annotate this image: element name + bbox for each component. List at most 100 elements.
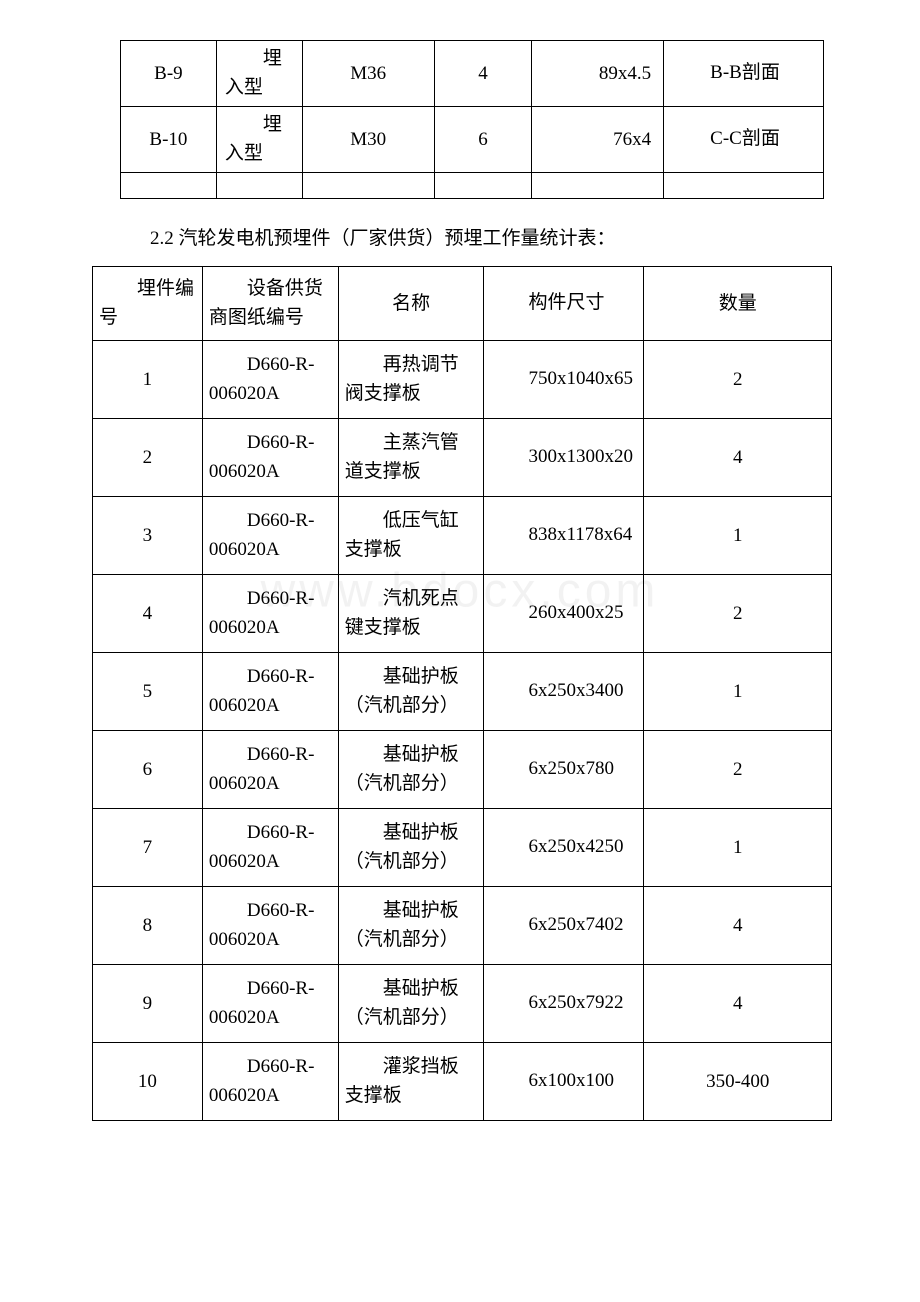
cell-size: 838x1178x64 (484, 497, 644, 575)
header-size: 构件尺寸 (484, 267, 644, 341)
table-row: 4 D660-R-006020A 汽机死点键支撑板 260x400x25 2 (93, 575, 832, 653)
cell-drawing: D660-R-006020A (202, 887, 338, 965)
cell-spec: M36 (302, 41, 434, 107)
cell-text: D660-R-006020A (209, 819, 332, 876)
cell-text: 6x250x7922 (490, 989, 637, 1018)
cell-text: 6x250x3400 (490, 677, 637, 706)
cell-spec: M30 (302, 107, 434, 173)
cell-id: 3 (93, 497, 203, 575)
cell-text: 260x400x25 (490, 599, 637, 628)
cell-text: 基础护板（汽机部分） (345, 819, 478, 876)
cell-qty: 1 (644, 809, 832, 887)
cell-drawing: D660-R-006020A (202, 341, 338, 419)
cell-qty: 1 (644, 653, 832, 731)
cell-text: 基础护板（汽机部分） (345, 663, 478, 720)
cell-id: B-10 (121, 107, 217, 173)
cell-drawing: D660-R-006020A (202, 497, 338, 575)
table-row: B-9 埋入型 M36 4 89x4.5 B-B剖面 (121, 41, 824, 107)
cell-text: 汽机死点键支撑板 (345, 585, 478, 642)
cell-name: 基础护板（汽机部分） (338, 809, 484, 887)
table-row: 3 D660-R-006020A 低压气缸支撑板 838x1178x64 1 (93, 497, 832, 575)
cell-drawing: D660-R-006020A (202, 1043, 338, 1121)
cell-empty (216, 173, 302, 199)
cell-text: 再热调节阀支撑板 (345, 351, 478, 408)
cell-dim: 76x4 (532, 107, 664, 173)
table-embeds: 埋件编号 设备供货商图纸编号 名称 构件尺寸 数量 1 D660-R-00602… (92, 266, 832, 1121)
cell-section: C-C剖面 (664, 107, 824, 173)
cell-text: D660-R-006020A (209, 975, 332, 1032)
cell-section: B-B剖面 (664, 41, 824, 107)
cell-text: 埋件编号 (99, 275, 196, 332)
cell-text: 750x1040x65 (490, 365, 637, 394)
header-id: 埋件编号 (93, 267, 203, 341)
cell-size: 6x250x780 (484, 731, 644, 809)
cell-size: 6x250x4250 (484, 809, 644, 887)
table-row: 6 D660-R-006020A 基础护板（汽机部分） 6x250x780 2 (93, 731, 832, 809)
section-caption: 2.2 汽轮发电机预埋件（厂家供货）预埋工作量统计表： (150, 223, 920, 250)
cell-id: 4 (93, 575, 203, 653)
cell-text: D660-R-006020A (209, 507, 332, 564)
cell-size: 750x1040x65 (484, 341, 644, 419)
cell-name: 主蒸汽管道支撑板 (338, 419, 484, 497)
table-row: 2 D660-R-006020A 主蒸汽管道支撑板 300x1300x20 4 (93, 419, 832, 497)
cell-name: 低压气缸支撑板 (338, 497, 484, 575)
cell-text: D660-R-006020A (209, 429, 332, 486)
cell-qty: 2 (644, 575, 832, 653)
cell-text: 主蒸汽管道支撑板 (345, 429, 478, 486)
table-row: 5 D660-R-006020A 基础护板（汽机部分） 6x250x3400 1 (93, 653, 832, 731)
cell-text: 基础护板（汽机部分） (345, 741, 478, 798)
cell-text: D660-R-006020A (209, 1053, 332, 1110)
cell-id: 8 (93, 887, 203, 965)
cell-size: 6x100x100 (484, 1043, 644, 1121)
cell-drawing: D660-R-006020A (202, 575, 338, 653)
cell-type: 埋入型 (216, 107, 302, 173)
table-row: 10 D660-R-006020A 灌浆挡板支撑板 6x100x100 350-… (93, 1043, 832, 1121)
cell-name: 基础护板（汽机部分） (338, 887, 484, 965)
cell-text: 6x250x780 (490, 755, 637, 784)
cell-text: 埋入型 (217, 41, 302, 106)
cell-size: 6x250x7922 (484, 965, 644, 1043)
cell-text: B-B剖面 (664, 55, 823, 92)
table-header-row: 埋件编号 设备供货商图纸编号 名称 构件尺寸 数量 (93, 267, 832, 341)
cell-text: 设备供货商图纸编号 (209, 275, 332, 332)
cell-text: D660-R-006020A (209, 741, 332, 798)
header-qty: 数量 (644, 267, 832, 341)
table-row-empty (121, 173, 824, 199)
cell-size: 6x250x3400 (484, 653, 644, 731)
cell-size: 260x400x25 (484, 575, 644, 653)
cell-qty: 2 (644, 731, 832, 809)
cell-text: 构件尺寸 (490, 289, 637, 318)
cell-empty (121, 173, 217, 199)
cell-id: 6 (93, 731, 203, 809)
cell-qty: 4 (644, 419, 832, 497)
cell-qty: 4 (434, 41, 532, 107)
cell-text: D660-R-006020A (209, 351, 332, 408)
cell-drawing: D660-R-006020A (202, 731, 338, 809)
table-bolts: B-9 埋入型 M36 4 89x4.5 B-B剖面 B-10 埋入型 M30 … (120, 40, 824, 199)
cell-id: 7 (93, 809, 203, 887)
cell-empty (434, 173, 532, 199)
cell-name: 汽机死点键支撑板 (338, 575, 484, 653)
table-row: 9 D660-R-006020A 基础护板（汽机部分） 6x250x7922 4 (93, 965, 832, 1043)
cell-text: 灌浆挡板支撑板 (345, 1053, 478, 1110)
cell-text: 基础护板（汽机部分） (345, 897, 478, 954)
cell-id: B-9 (121, 41, 217, 107)
cell-id: 10 (93, 1043, 203, 1121)
cell-name: 基础护板（汽机部分） (338, 731, 484, 809)
cell-text: 埋入型 (217, 107, 302, 172)
cell-name: 基础护板（汽机部分） (338, 653, 484, 731)
cell-text: 基础护板（汽机部分） (345, 975, 478, 1032)
cell-name: 再热调节阀支撑板 (338, 341, 484, 419)
cell-text: 300x1300x20 (490, 443, 637, 472)
table-row: 8 D660-R-006020A 基础护板（汽机部分） 6x250x7402 4 (93, 887, 832, 965)
cell-empty (664, 173, 824, 199)
cell-qty: 350-400 (644, 1043, 832, 1121)
cell-qty: 4 (644, 887, 832, 965)
document-page: www.bdocx.com B-9 埋入型 M36 4 89x4.5 B-B剖面… (0, 0, 920, 1181)
cell-drawing: D660-R-006020A (202, 419, 338, 497)
cell-empty (302, 173, 434, 199)
cell-qty: 6 (434, 107, 532, 173)
cell-qty: 1 (644, 497, 832, 575)
cell-drawing: D660-R-006020A (202, 809, 338, 887)
cell-name: 基础护板（汽机部分） (338, 965, 484, 1043)
